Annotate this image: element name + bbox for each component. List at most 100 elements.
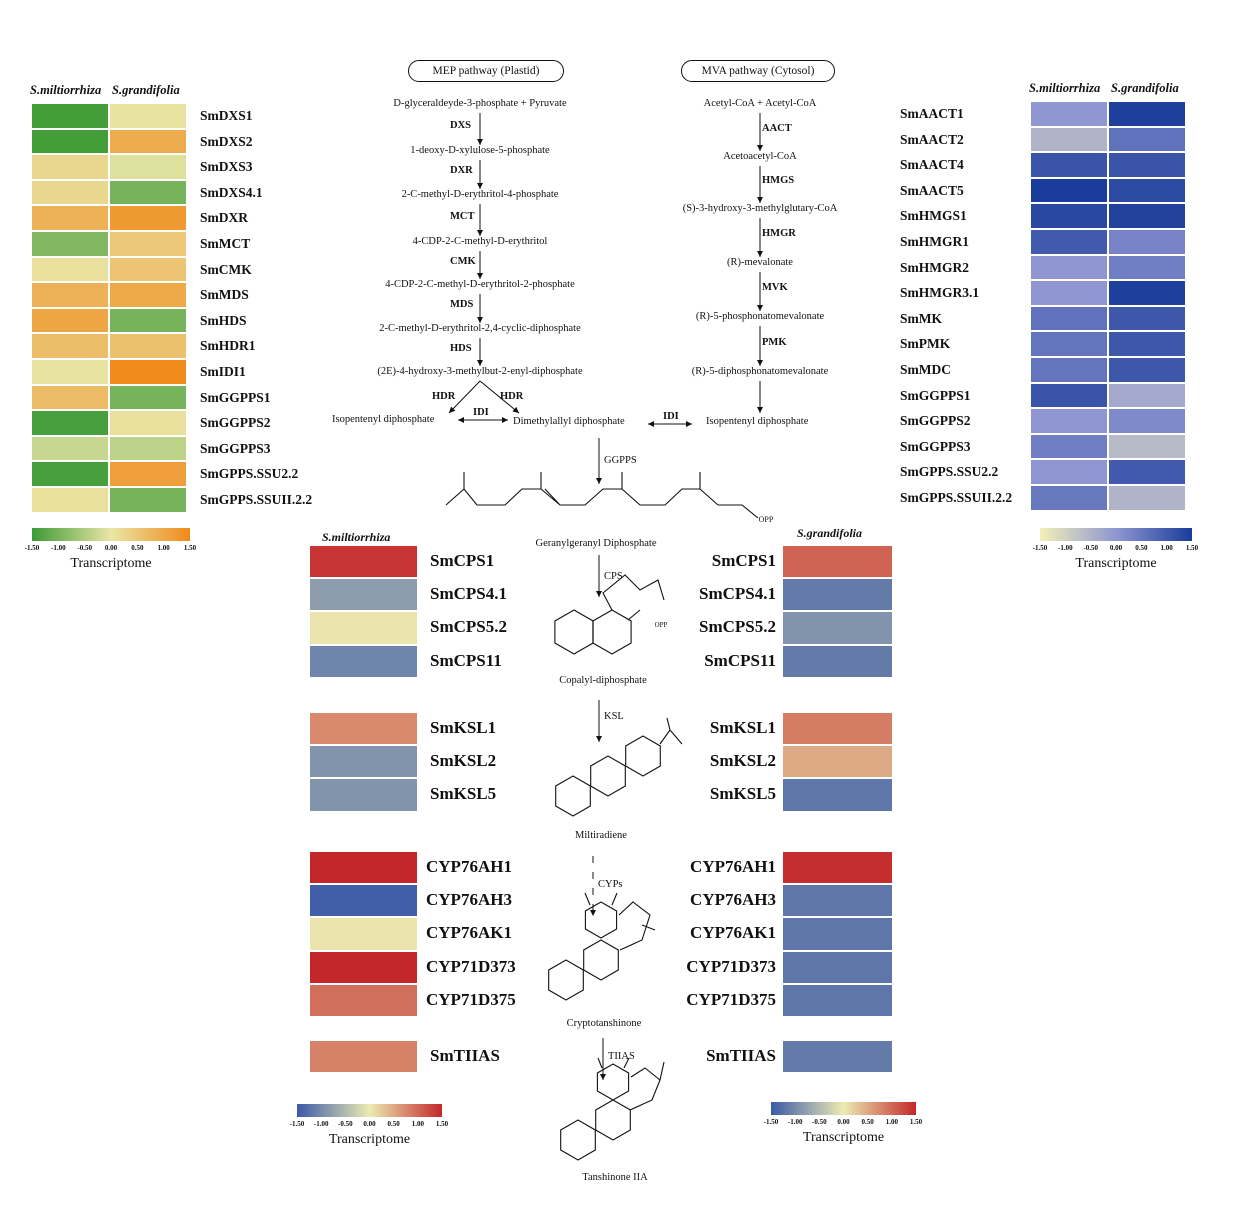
- lower-cell-miltiorrhiza: [309, 545, 418, 579]
- mva-step: Acetyl-CoA + Acetyl-CoA: [703, 98, 817, 109]
- lower-gene-label-left: SmKSL1: [430, 718, 497, 737]
- mva-gene-label: SmHMGS1: [900, 208, 967, 224]
- mep-enzyme: DXS: [450, 119, 472, 131]
- mva-cell-miltiorrhiza: [1030, 203, 1108, 229]
- hdr-label-right: HDR: [500, 391, 524, 402]
- mep-gene-label: SmGGPPS2: [200, 415, 271, 431]
- lower-cell-grandifolia: [782, 578, 893, 612]
- lower-cell-grandifolia: [782, 851, 893, 885]
- cpp-methylene: [627, 609, 641, 621]
- ksl-label: KSL: [604, 711, 624, 722]
- legend-mep-tick: 1.00: [157, 544, 170, 552]
- legend-left-tick: 1.00: [411, 1120, 424, 1128]
- lower-cell-grandifolia: [782, 644, 893, 678]
- species-header-miltiorrhiza: S.miltiorrhiza: [30, 83, 102, 97]
- mep-cell-grandifolia: [109, 256, 187, 283]
- lower-cell-grandifolia: [782, 950, 893, 984]
- cpp-ring-a: [554, 609, 594, 655]
- mep-arrow-head: [477, 139, 483, 145]
- mep-enzyme: MDS: [450, 299, 474, 310]
- tanshinone-carbonyls: [597, 1057, 630, 1069]
- mep-cell-grandifolia: [109, 435, 187, 462]
- ggpp-name: Geranylgeranyl Diphosphate: [535, 538, 657, 549]
- lower-cell-grandifolia: [782, 745, 893, 779]
- mva-gene-label: SmGGPPS1: [900, 387, 971, 403]
- crypto-ring-a: [548, 959, 584, 1001]
- lower-gene-label-left: CYP71D373: [426, 956, 516, 976]
- idi-right-head-r: [686, 421, 692, 427]
- miltiradiene-ring-b: [590, 755, 626, 797]
- mva-gene-label: SmHMGR3.1: [900, 285, 980, 301]
- mva-cell-miltiorrhiza: [1030, 382, 1108, 409]
- hdr-arrow-right: [479, 380, 520, 414]
- species-header-grandifolia: S.grandifolia: [112, 83, 180, 97]
- lower-gene-label-left: CYP71D375: [426, 989, 516, 1009]
- lower-gene-label-left: SmKSL2: [430, 751, 497, 771]
- mep-step: 2-C-methyl-D-erythritol-4-phosphate: [401, 189, 559, 200]
- cpp-side-chain: [602, 574, 665, 611]
- mep-enzyme: MCT: [450, 210, 475, 222]
- mva-cell-miltiorrhiza: [1030, 305, 1108, 332]
- lower-gene-label-right: CYP71D375: [686, 989, 776, 1009]
- mep-gene-label: SmDXS1: [200, 108, 253, 123]
- legend-left-tick: -1.50: [289, 1120, 305, 1128]
- mva-gene-label: SmPMK: [900, 336, 951, 352]
- mva-enzyme: PMK: [762, 336, 787, 348]
- mep-cell-grandifolia: [109, 179, 187, 206]
- legend-right-tick: -1.00: [787, 1118, 803, 1126]
- mva-cell-grandifolia: [1108, 152, 1186, 178]
- mva-cell-grandifolia: [1108, 280, 1186, 306]
- mva-gene-label: SmGPPS.SSUII.2.2: [900, 490, 1013, 505]
- ipp-right: Isopentenyl diphosphate: [706, 416, 809, 427]
- mep-cell-grandifolia: [109, 307, 187, 334]
- legend-right-tick: 1.50: [909, 1118, 923, 1126]
- legend-left-tick: 0.00: [363, 1120, 376, 1128]
- mva-cell-grandifolia: [1108, 485, 1186, 511]
- mva-cell-grandifolia: [1108, 229, 1186, 255]
- mep-arrow-head: [477, 273, 483, 279]
- mva-cell-grandifolia: [1108, 331, 1186, 357]
- lower-cell-grandifolia: [782, 712, 893, 746]
- lower-cell-grandifolia: [782, 884, 893, 918]
- legend-left-tick: -1.00: [313, 1120, 329, 1128]
- legend-mva-tick: 1.50: [1185, 544, 1199, 552]
- idi-left-head-l: [458, 417, 464, 423]
- hdr-label-left: HDR: [432, 391, 456, 402]
- lower-cell-grandifolia: [782, 1040, 893, 1074]
- legend-mva-tick: 1.00: [1160, 544, 1173, 552]
- lower-gene-label-left: SmKSL5: [430, 784, 497, 804]
- mep-cell-miltiorrhiza: [31, 154, 109, 180]
- lower-cell-miltiorrhiza: [309, 851, 418, 885]
- mep-gene-label: SmMDS: [200, 287, 249, 303]
- lower-cell-grandifolia: [782, 611, 893, 645]
- mep-arrow-head: [477, 360, 483, 366]
- lower-gene-label-right: SmCPS4.1: [699, 584, 776, 604]
- cyps-arrow-head: [590, 910, 596, 916]
- mep-cell-miltiorrhiza: [31, 384, 109, 411]
- legend-mep-tick: 0.00: [104, 544, 118, 552]
- lower-gene-label-right: SmKSL5: [709, 784, 776, 804]
- mep-cell-miltiorrhiza: [31, 333, 109, 359]
- ksl-arrow-head: [596, 736, 602, 742]
- hdr-arrow-left: [448, 380, 481, 414]
- lower-gene-label-left: SmCPS1: [430, 551, 495, 570]
- mep-cell-miltiorrhiza: [31, 103, 109, 129]
- mep-gene-label: SmGPPS.SSU2.2: [200, 466, 299, 482]
- lower-gene-label-left: CYP76AH1: [426, 857, 512, 876]
- mep-cell-miltiorrhiza: [31, 256, 109, 283]
- lower-gene-label-right: SmKSL1: [709, 718, 776, 737]
- mep-cell-grandifolia: [109, 154, 187, 180]
- species-header-grandifolia: S.grandifolia: [1111, 81, 1179, 95]
- ipp-left: Isopentenyl diphosphate: [332, 414, 435, 425]
- mva-cell-miltiorrhiza: [1030, 357, 1108, 383]
- mva-enzyme: MVK: [762, 282, 788, 293]
- mva-mdc-arrow-head: [757, 407, 763, 413]
- cryptotanshinone-name: Cryptotanshinone: [566, 1018, 642, 1029]
- legend-left-tick: 0.50: [387, 1120, 400, 1128]
- crypto-ring-c: [584, 901, 618, 939]
- mep-gene-label: SmDXR: [200, 210, 249, 226]
- mva-cell-grandifolia: [1108, 433, 1186, 460]
- tanshinone-ring-b: [595, 1099, 631, 1141]
- idi-label-left: IDI: [473, 407, 489, 418]
